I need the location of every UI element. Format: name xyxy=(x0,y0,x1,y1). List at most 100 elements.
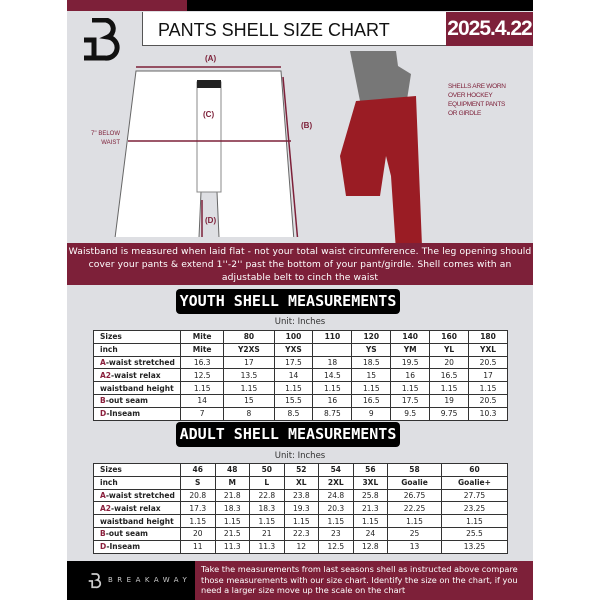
table-row: A2-waist relax 12.5 13.5 14 14.5 15 16 16.5 17 xyxy=(93,368,508,383)
table-cell: 1.15 xyxy=(429,381,470,395)
table-cell: 1.15 xyxy=(180,514,216,528)
table-cell: YL xyxy=(429,342,470,357)
table-cell: S xyxy=(180,475,216,490)
table-cell: 25 xyxy=(387,526,442,541)
table-cell: 15 xyxy=(223,393,275,408)
table-cell: 17.5 xyxy=(273,355,314,370)
table-cell: 20 xyxy=(180,526,216,541)
table-cell: 12.5 xyxy=(318,539,354,554)
table-cell: 12.5 xyxy=(179,368,225,383)
table-cell: 1.15 xyxy=(352,514,389,528)
table-cell: 9 xyxy=(351,406,392,421)
table-cell: 11 xyxy=(180,539,216,554)
table-cell: YM xyxy=(390,342,431,357)
table-cell: 17.3 xyxy=(180,501,216,516)
table-cell: 1.15 xyxy=(214,514,251,528)
table-cell: 9.75 xyxy=(429,406,470,421)
table-cell: 16.5 xyxy=(351,393,392,408)
table-cell: 20.5 xyxy=(468,393,508,408)
pants-photo xyxy=(340,51,422,251)
table-cell: 17 xyxy=(223,355,275,370)
table-cell: 19.5 xyxy=(390,355,431,370)
row-label: A2-waist relax xyxy=(93,368,181,383)
row-label: D-Inseam xyxy=(93,406,181,421)
table-cell: 25.5 xyxy=(440,526,509,541)
top-bar xyxy=(187,0,533,11)
table-cell: 25.8 xyxy=(352,488,389,503)
row-label: waistband height xyxy=(93,514,181,528)
date-badge: 2025.4.22 xyxy=(446,12,533,46)
table-cell: 1.15 xyxy=(351,381,392,395)
table-cell: 52 xyxy=(283,463,320,477)
table-cell: YXS xyxy=(273,342,314,357)
table-cell: 1.15 xyxy=(387,514,442,528)
table-cell: 16 xyxy=(312,393,353,408)
table-row: inch Mite Y2XS YXS YS YM YL YXL xyxy=(93,342,508,357)
table-cell: 1.15 xyxy=(223,381,275,395)
table-cell: 22.25 xyxy=(387,501,442,516)
table-cell: 13.25 xyxy=(440,539,509,554)
table-cell: 21.5 xyxy=(214,526,251,541)
footer-brand: BREAKAWAY xyxy=(108,576,192,584)
table-cell: 20.3 xyxy=(318,501,354,516)
table-cell: XL xyxy=(283,475,320,490)
table-cell: 23.8 xyxy=(283,488,320,503)
table-cell: 12.8 xyxy=(352,539,389,554)
footer-logo-icon xyxy=(88,573,102,589)
row-label: A-waist stretched xyxy=(93,488,181,503)
table-cell: 17.5 xyxy=(390,393,431,408)
table-cell: 12 xyxy=(283,539,320,554)
table-cell: 180 xyxy=(468,330,508,344)
table-cell: 14 xyxy=(179,393,225,408)
row-label: inch xyxy=(93,342,181,357)
table-cell: 16.3 xyxy=(179,355,225,370)
table-cell xyxy=(312,342,353,357)
table-cell: 18.3 xyxy=(214,501,251,516)
info-banner: Waistband is measured when laid flat - n… xyxy=(67,243,533,285)
table-cell: 21.8 xyxy=(214,488,251,503)
table-cell: 14.5 xyxy=(312,368,353,383)
table-cell: 20.5 xyxy=(468,355,508,370)
table-cell: 17 xyxy=(468,368,508,383)
table-cell: 20.8 xyxy=(180,488,216,503)
table-row: B-out seam 20 21.5 21 22.3 23 24 25 25.5 xyxy=(93,526,509,541)
table-cell: 110 xyxy=(312,330,353,344)
row-label: B-out seam xyxy=(93,393,181,408)
row-label: waistband height xyxy=(93,381,181,395)
table-cell: 1.15 xyxy=(318,514,354,528)
table-cell: 100 xyxy=(273,330,314,344)
table-cell: 21 xyxy=(249,526,285,541)
youth-size-table: Sizes Mite 80 100 110 120 140 160 180 inch Mite Y2X… xyxy=(93,330,508,421)
table-row: D-Inseam 11 11.3 11.3 12 12.5 12.8 13 13.25 xyxy=(93,539,509,554)
table-cell: 54 xyxy=(318,463,354,477)
table-cell: Mite xyxy=(179,342,225,357)
table-cell: 18.3 xyxy=(249,501,285,516)
footer-instructions: Take the measurements from last seasons … xyxy=(195,561,533,600)
table-cell: 24.8 xyxy=(318,488,354,503)
table-cell: 20 xyxy=(429,355,470,370)
table-cell: 60 xyxy=(440,463,509,477)
table-row: D-Inseam 7 8 8.5 8.75 9 9.5 9.75 10.3 xyxy=(93,406,508,421)
shell-note: SHELLS ARE WORN OVER HOCKEY EQUIPMENT PA… xyxy=(448,83,506,117)
table-cell: 18.5 xyxy=(351,355,392,370)
table-cell: 27.75 xyxy=(440,488,509,503)
table-cell: 9.5 xyxy=(390,406,431,421)
row-label: B-out seam xyxy=(93,526,181,541)
table-cell: L xyxy=(249,475,285,490)
table-row: waistband height 1.15 1.15 1.15 1.15 1.15 1.15… xyxy=(93,514,509,528)
table-cell: 1.15 xyxy=(312,381,353,395)
table-cell: 56 xyxy=(352,463,389,477)
table-cell: 22.8 xyxy=(249,488,285,503)
adult-section-title: ADULT SHELL MEASUREMENTS xyxy=(176,422,400,447)
table-cell: 14 xyxy=(273,368,314,383)
row-label: Sizes xyxy=(93,463,181,477)
table-cell: 22.3 xyxy=(283,526,320,541)
label-d: (D) xyxy=(205,216,217,225)
table-row: A2-waist relax 17.3 18.3 18.3 19.3 20.3 21.3 22… xyxy=(93,501,509,516)
table-row: Sizes Mite 80 100 110 120 140 160 180 xyxy=(93,330,508,344)
below-waist-label: 7'' BELOW WAIST xyxy=(91,131,120,146)
row-label: A-waist stretched xyxy=(93,355,181,370)
table-cell: 7 xyxy=(179,406,225,421)
row-label: Sizes xyxy=(93,330,181,344)
table-cell: 19 xyxy=(429,393,470,408)
